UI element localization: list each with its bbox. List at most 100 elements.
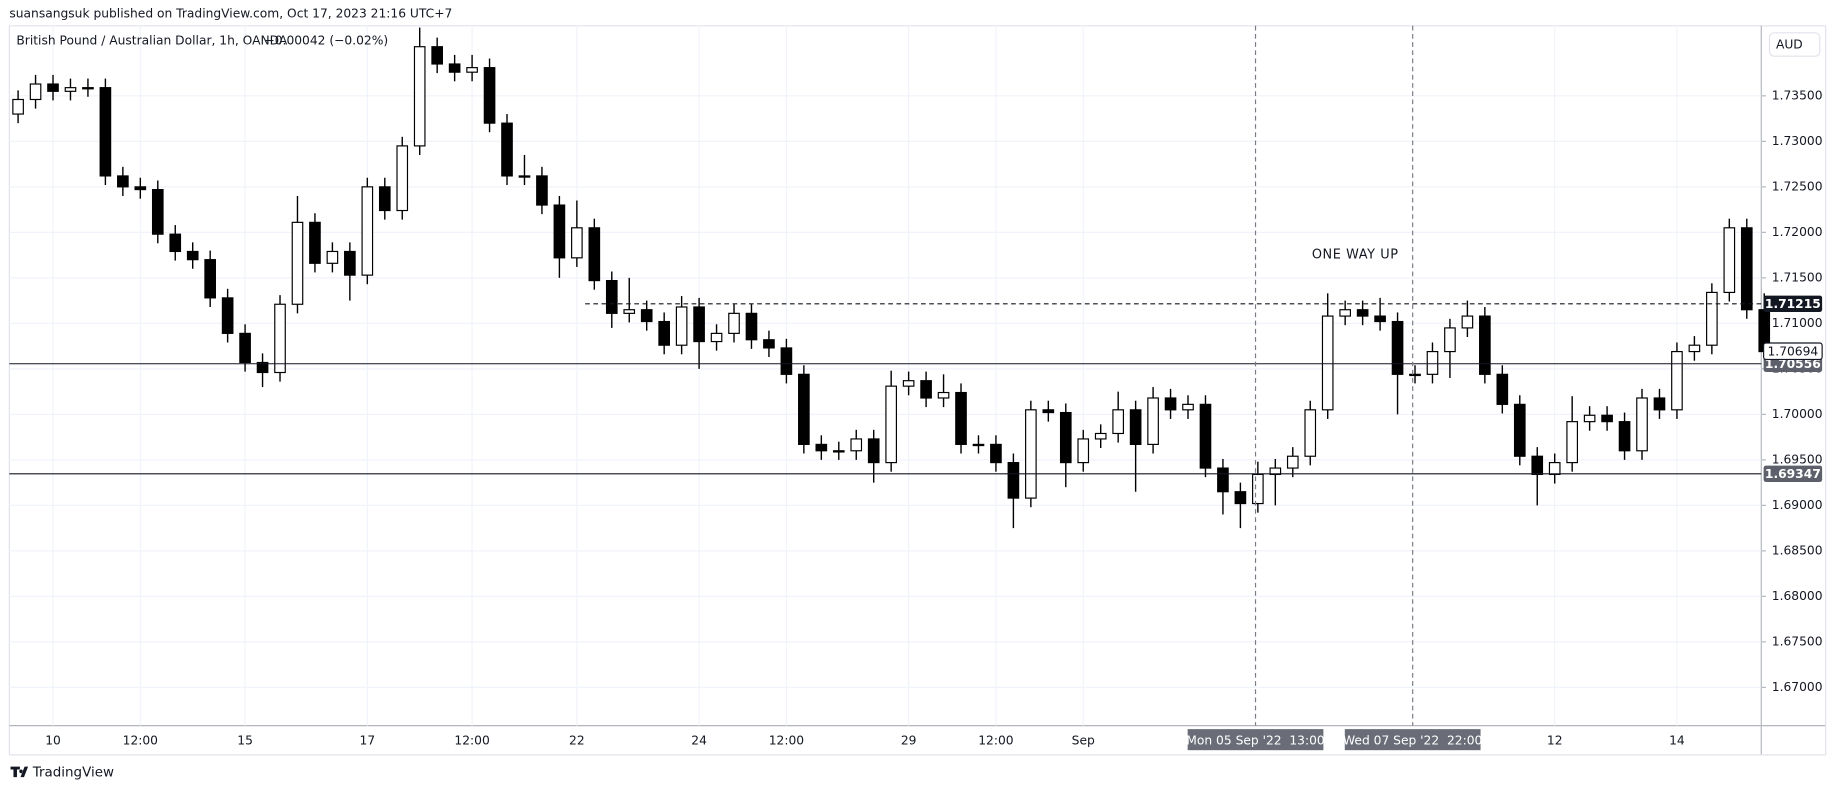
candle-body bbox=[431, 46, 443, 65]
candle-body bbox=[1234, 491, 1247, 505]
candle-body bbox=[780, 347, 793, 375]
crosshair-label-bg bbox=[1187, 729, 1324, 751]
y-tick-label: 1.72000 bbox=[1772, 225, 1823, 239]
candle-body bbox=[1147, 397, 1159, 445]
candle-body bbox=[605, 280, 618, 314]
brand: TradingView bbox=[32, 765, 114, 780]
candle-body bbox=[1217, 467, 1229, 493]
overlay: 1.67000 1.67500 1.68000 1.68500 1.69000 1.695… bbox=[9, 25, 1823, 751]
candle-body bbox=[1112, 409, 1124, 435]
candle-body bbox=[1479, 315, 1491, 375]
candle-body bbox=[850, 438, 863, 452]
candle-body bbox=[274, 303, 286, 374]
y-tick-label: 1.73500 bbox=[1772, 88, 1823, 102]
candle-body bbox=[1426, 350, 1439, 375]
candle-body bbox=[361, 186, 374, 276]
candle-body bbox=[1583, 414, 1596, 423]
candle-body bbox=[186, 250, 199, 261]
candle-body bbox=[1007, 462, 1020, 499]
crosshair-label-bg bbox=[1344, 729, 1481, 751]
candle-body bbox=[204, 259, 216, 299]
last-price-bg bbox=[1763, 342, 1823, 360]
candle-body bbox=[1025, 409, 1037, 499]
candle-body bbox=[1740, 227, 1753, 311]
candle-body bbox=[1374, 315, 1386, 323]
publisher: suansangsuk published on TradingView.com… bbox=[9, 7, 452, 21]
candle-body bbox=[1548, 462, 1561, 476]
candle-body bbox=[920, 380, 932, 399]
candle-body bbox=[47, 83, 59, 92]
candle-body bbox=[728, 312, 740, 334]
y-tick-label: 1.73000 bbox=[1772, 134, 1823, 148]
candle-body bbox=[1199, 403, 1212, 469]
candle-body bbox=[640, 309, 653, 323]
x-tick-label: 10 bbox=[45, 733, 61, 747]
candle-body bbox=[99, 87, 112, 177]
candle-body bbox=[1618, 421, 1631, 452]
candle-body bbox=[169, 233, 182, 253]
y-tick-label: 1.71500 bbox=[1772, 270, 1823, 284]
x-tick-label: 29 bbox=[901, 733, 917, 747]
candle-body bbox=[1513, 403, 1526, 457]
candle-body bbox=[937, 391, 950, 399]
candle-body bbox=[221, 297, 234, 334]
candle-body bbox=[448, 63, 461, 73]
candle-body bbox=[1252, 473, 1264, 505]
candle-body bbox=[623, 309, 636, 314]
candle-body bbox=[239, 332, 251, 364]
candle-body bbox=[902, 380, 915, 387]
candle-body bbox=[12, 98, 24, 115]
candle-body bbox=[378, 186, 391, 212]
candle-body bbox=[693, 306, 705, 343]
candle-body bbox=[1286, 455, 1299, 469]
candle-body bbox=[1461, 315, 1474, 329]
candle-body bbox=[1444, 327, 1456, 353]
candle-body bbox=[1042, 409, 1055, 414]
candle-body bbox=[64, 87, 77, 92]
currency[interactable]: AUD bbox=[1776, 38, 1803, 52]
candle-body bbox=[344, 250, 356, 276]
candle-body bbox=[658, 320, 670, 346]
x-tick-label: 12:00 bbox=[123, 733, 158, 747]
x-tick-label: 14 bbox=[1669, 733, 1685, 747]
y-tick-label: 1.68500 bbox=[1772, 543, 1823, 557]
candle-body bbox=[1356, 309, 1369, 317]
y-tick-label: 1.72500 bbox=[1772, 179, 1823, 193]
candle-body bbox=[82, 87, 94, 90]
candle-body bbox=[1671, 350, 1683, 411]
x-tick-label: 17 bbox=[360, 733, 376, 747]
candle-body bbox=[501, 122, 513, 177]
candle-body bbox=[536, 175, 548, 206]
candle-body bbox=[1094, 432, 1107, 440]
price-label: 1.69347 bbox=[1765, 467, 1821, 481]
x-tick-label: 22 bbox=[569, 733, 585, 747]
candle-body bbox=[483, 67, 496, 124]
candle-body bbox=[1391, 320, 1404, 375]
last-price: 1.70694 bbox=[1768, 344, 1819, 358]
crosshair-label: Wed 07 Sep '22 22:00 bbox=[1343, 733, 1482, 747]
tv-logo: TradingView bbox=[10, 765, 114, 780]
plot bbox=[12, 27, 1771, 529]
candle-body bbox=[256, 361, 269, 374]
candle-body bbox=[571, 227, 583, 259]
price-label: 1.71215 bbox=[1765, 297, 1821, 311]
candle-body bbox=[1636, 397, 1648, 452]
candle-body bbox=[867, 438, 880, 464]
candle-body bbox=[990, 443, 1002, 464]
candle-body bbox=[1688, 344, 1701, 353]
logo-icon bbox=[10, 766, 29, 778]
candle-body bbox=[466, 67, 478, 73]
candle-body bbox=[1182, 403, 1194, 411]
y-tick-label: 1.68000 bbox=[1772, 589, 1823, 603]
candle-body bbox=[291, 221, 304, 305]
candle-body bbox=[1339, 309, 1351, 317]
candle-body bbox=[1409, 373, 1421, 377]
candle-body bbox=[588, 227, 601, 282]
y-tick-label: 1.69500 bbox=[1772, 452, 1823, 466]
candle-body bbox=[1496, 373, 1509, 405]
candle-body bbox=[1706, 291, 1718, 346]
candle-body bbox=[710, 332, 723, 343]
currency-button[interactable] bbox=[1768, 32, 1821, 57]
